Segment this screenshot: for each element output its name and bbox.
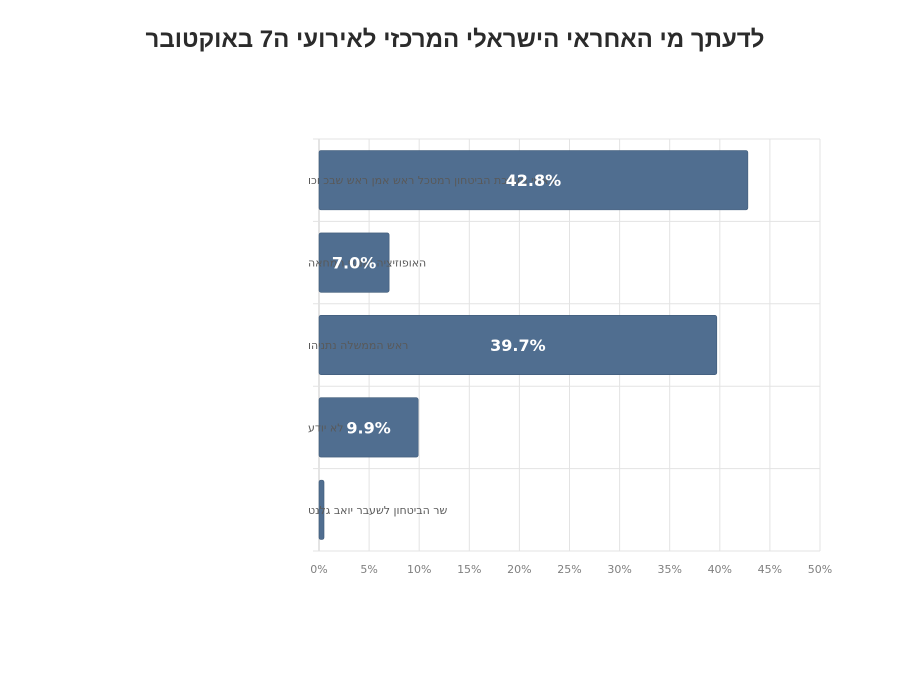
data-label: 42.8% xyxy=(506,171,562,190)
labels: 0% 5% 10% 15% 20% 25% 30% 35% 40% 45% 50% ראשי מערכ… xyxy=(308,171,832,576)
category-label: ראשי מערכת הביטחון רמטכל ראש אמן ראש שבכ… xyxy=(308,174,555,187)
chart-title: לדעתך מי האחראי הישראלי המרכזי לאירועי ה… xyxy=(145,26,765,53)
bar xyxy=(318,150,749,211)
x-tick-label: 15% xyxy=(457,563,481,576)
x-tick-label: 40% xyxy=(708,563,732,576)
x-tick-label: 35% xyxy=(657,563,681,576)
x-tick-label: 20% xyxy=(507,563,531,576)
data-label: 9.9% xyxy=(346,418,390,437)
x-tick-label: 50% xyxy=(808,563,832,576)
category-label: האופוזיציה ואנשי המחאה xyxy=(308,257,426,270)
bar xyxy=(318,315,718,375)
x-tick-label: 25% xyxy=(557,563,581,576)
data-label: 7.0% xyxy=(332,254,376,273)
x-tick-label: 10% xyxy=(407,563,431,576)
x-tick-label: 30% xyxy=(607,563,631,576)
x-tick-label: 0% xyxy=(310,563,327,576)
x-tick-label: 5% xyxy=(360,563,377,576)
category-label: ראש הממשלה נתניהו xyxy=(308,339,408,352)
category-label: לא יודע xyxy=(308,421,343,434)
x-tick-label: 45% xyxy=(758,563,782,576)
bar xyxy=(318,397,419,458)
bar xyxy=(318,479,325,540)
category-label: שר הביטחון לשעבר יואב גלנט xyxy=(308,504,448,517)
data-label: 39.7% xyxy=(490,336,546,355)
bar xyxy=(318,232,390,293)
bars xyxy=(318,150,749,540)
